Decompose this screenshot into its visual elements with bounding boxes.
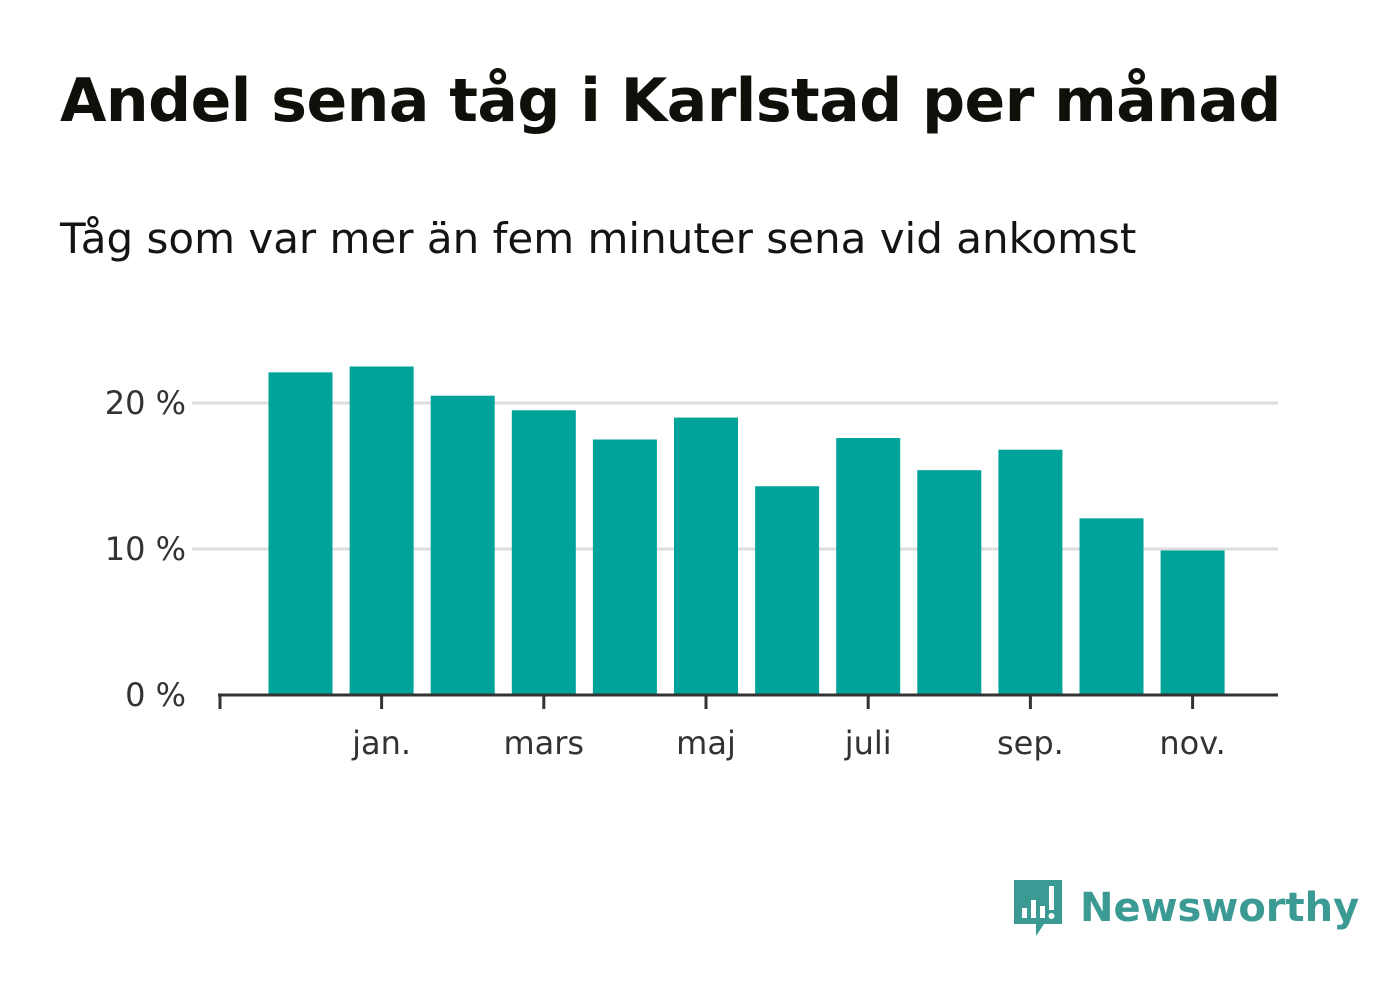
x-tick-label: juli [844, 724, 892, 762]
x-tick-label: mars [503, 724, 584, 762]
x-axis: jan. mars maj juli sep. nov. [218, 693, 1278, 762]
y-tick-label: 10 % [105, 530, 186, 568]
chart-subtitle: Tåg som var mer än fem minuter sena vid … [60, 214, 1137, 263]
bar [592, 439, 657, 695]
bar [268, 372, 333, 695]
bar [1160, 550, 1225, 695]
brand-name: Newsworthy [1080, 885, 1360, 931]
bar [1079, 518, 1144, 695]
bar [430, 395, 495, 695]
bar [349, 366, 414, 695]
bar [998, 449, 1063, 695]
bar [755, 486, 820, 695]
chart-title: Andel sena tåg i Karlstad per månad [60, 66, 1281, 136]
x-tick-label: maj [676, 724, 736, 762]
x-tick-label: sep. [997, 724, 1064, 762]
bar [917, 470, 982, 695]
bar [674, 417, 738, 695]
newsworthy-logo-icon [1014, 880, 1062, 936]
x-tick-label: jan. [351, 724, 411, 762]
y-axis: 0 % 10 % 20 % [105, 384, 186, 714]
y-tick-label: 20 % [105, 384, 186, 422]
brand: Newsworthy [1010, 876, 1359, 940]
bar [511, 410, 576, 695]
y-tick-label: 0 % [125, 676, 186, 714]
bars [268, 366, 1225, 695]
bar [836, 438, 901, 695]
x-tick-label: nov. [1159, 724, 1225, 762]
